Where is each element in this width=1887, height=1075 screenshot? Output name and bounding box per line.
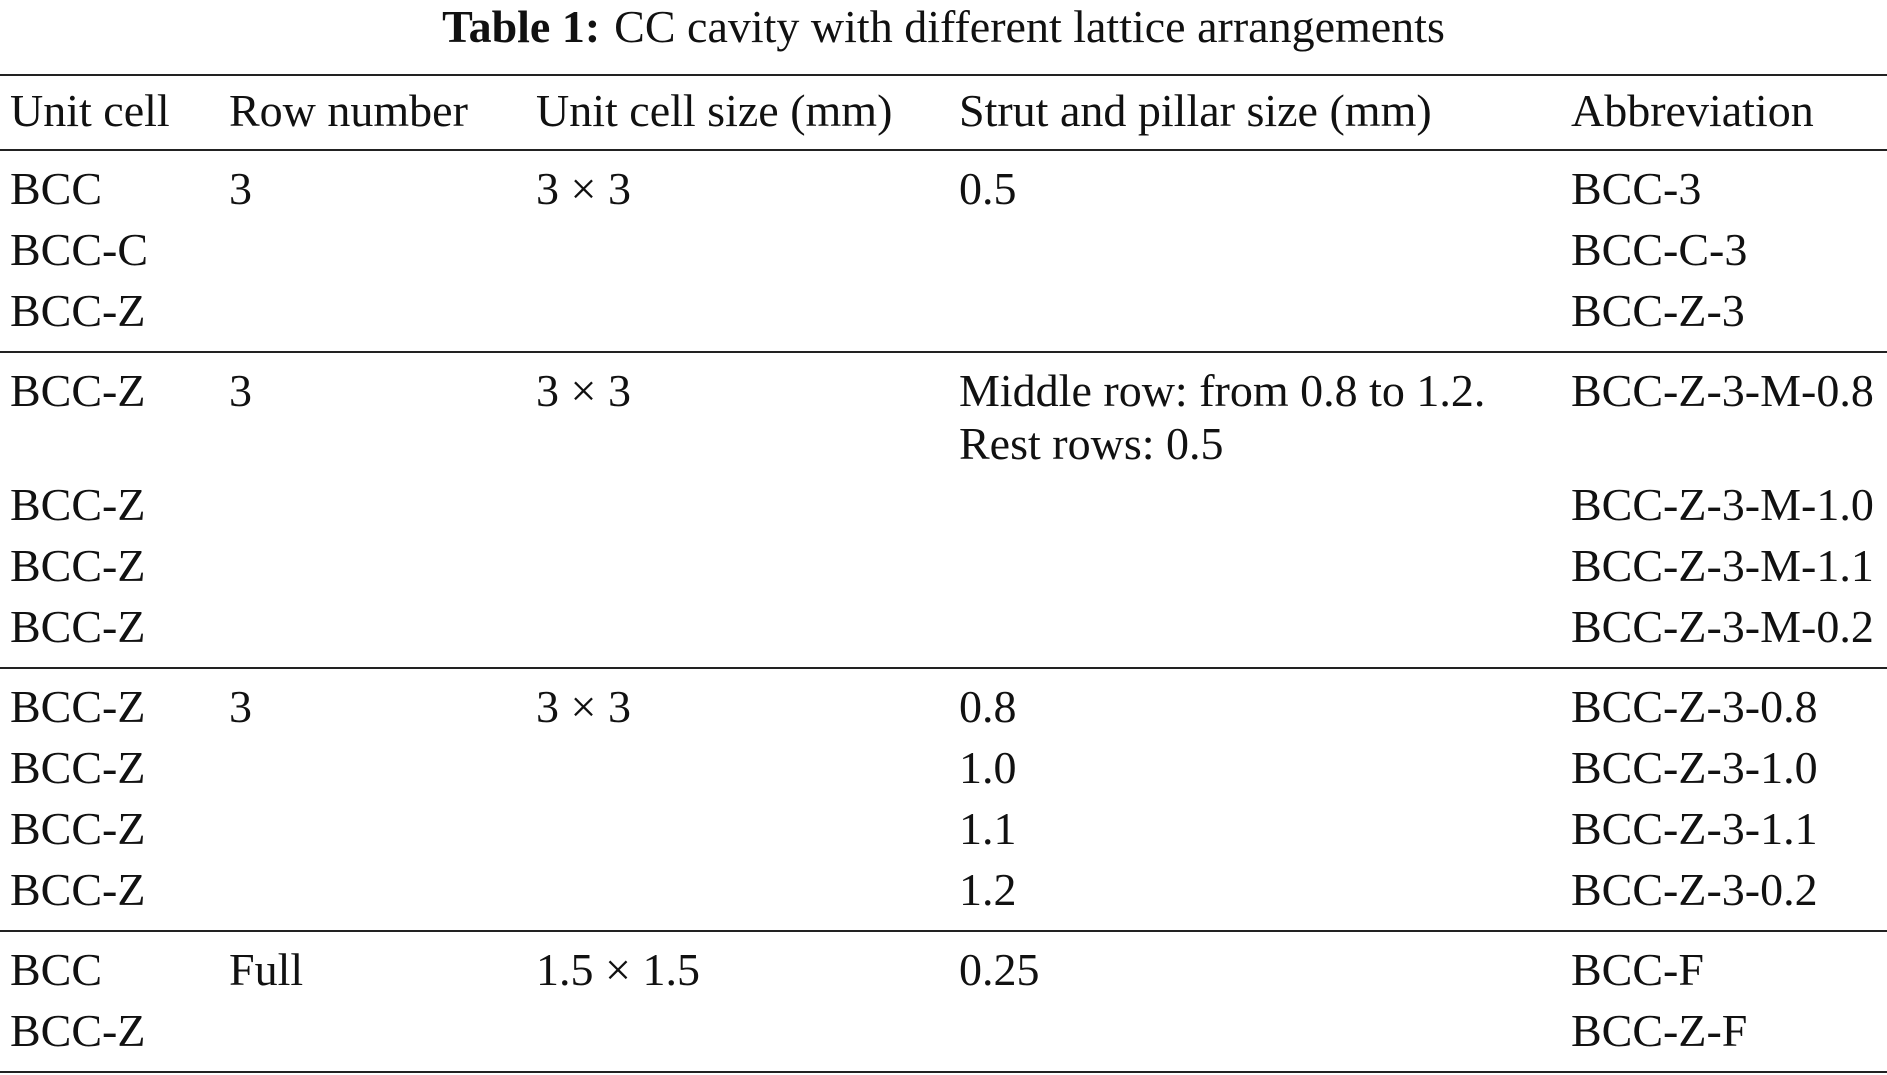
table-cell: Middle row: from 0.8 to 1.2.: [959, 365, 1486, 416]
rule: [0, 74, 1887, 76]
table-cell: 3 × 3: [536, 365, 631, 416]
rule: [0, 149, 1887, 151]
rule: [0, 351, 1887, 353]
table-cell: 3 × 3: [536, 163, 631, 214]
table-cell: BCC-Z-3-0.2: [1571, 864, 1818, 915]
table-cell: BCC-Z: [10, 365, 146, 416]
table-cell: 1.5 × 1.5: [536, 944, 700, 995]
table-cell: BCC-Z-3-1.1: [1571, 803, 1818, 854]
table-cell: BCC-Z-3-M-1.0: [1571, 479, 1874, 530]
table-cell: BCC-3: [1571, 163, 1702, 214]
table-cell: BCC-Z: [10, 540, 146, 591]
table-cell: BCC-Z-3-M-0.2: [1571, 601, 1874, 652]
table-cell: 1.1: [959, 803, 1017, 854]
table-cell: BCC-C-3: [1571, 224, 1748, 275]
table-cell: BCC-Z: [10, 601, 146, 652]
table-cell: BCC-Z-F: [1571, 1005, 1748, 1056]
caption-text: CC cavity with different lattice arrange…: [614, 1, 1445, 52]
header-cell: Strut and pillar size (mm): [959, 85, 1432, 136]
caption-label: Table 1:: [442, 1, 601, 52]
table-cell: BCC-C: [10, 224, 149, 275]
table-cell: BCC-Z: [10, 479, 146, 530]
table-cell: BCC-Z: [10, 681, 146, 732]
table-cell: BCC-Z-3: [1571, 285, 1745, 336]
table-cell: BCC-Z-3-M-1.1: [1571, 540, 1874, 591]
table-cell: 0.5: [959, 163, 1017, 214]
header-cell: Row number: [229, 85, 468, 136]
table-cell: BCC-Z-3-M-0.8: [1571, 365, 1874, 416]
table-cell: BCC: [10, 944, 103, 995]
table-cell: BCC-Z: [10, 742, 146, 793]
table-cell: Full: [229, 944, 304, 995]
rule: [0, 1071, 1887, 1073]
table-cell: BCC-Z-3-0.8: [1571, 681, 1818, 732]
header-cell: Unit cell size (mm): [536, 85, 893, 136]
table-cell: 3: [229, 365, 252, 416]
header-cell: Abbreviation: [1571, 85, 1814, 136]
table-cell: 3: [229, 681, 252, 732]
table-cell: BCC: [10, 163, 103, 214]
table-caption: Table 1: CC cavity with different lattice…: [0, 0, 1887, 54]
table-cell: BCC-Z: [10, 285, 146, 336]
rule: [0, 930, 1887, 932]
table-cell: 1.2: [959, 864, 1017, 915]
table-cell: 1.0: [959, 742, 1017, 793]
table-cell: 0.25: [959, 944, 1040, 995]
table-cell: BCC-Z: [10, 864, 146, 915]
table-cell: 3: [229, 163, 252, 214]
table-cell: BCC-Z: [10, 1005, 146, 1056]
table-cell: BCC-Z: [10, 803, 146, 854]
table-cell: BCC-F: [1571, 944, 1704, 995]
table-cell: BCC-Z-3-1.0: [1571, 742, 1818, 793]
rule: [0, 667, 1887, 669]
table-cell: Rest rows: 0.5: [959, 418, 1224, 469]
table-cell: 0.8: [959, 681, 1017, 732]
table-cell: 3 × 3: [536, 681, 631, 732]
header-cell: Unit cell: [10, 85, 170, 136]
